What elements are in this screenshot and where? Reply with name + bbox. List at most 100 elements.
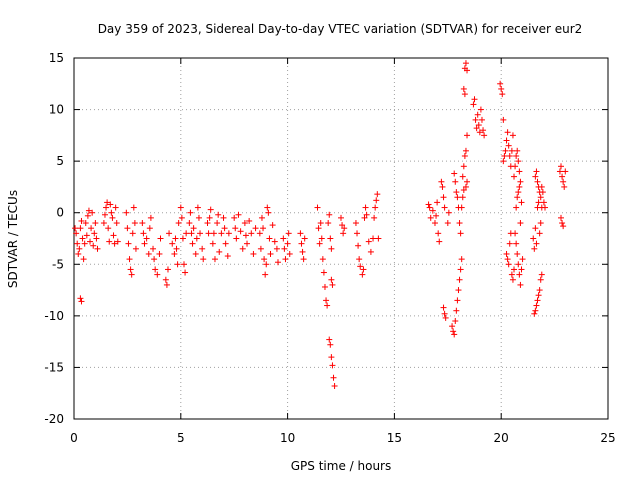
- data-point: [74, 240, 81, 247]
- data-point: [72, 225, 79, 232]
- data-point: [280, 235, 287, 242]
- data-point: [462, 147, 469, 154]
- data-point: [356, 256, 363, 263]
- data-point: [225, 230, 232, 237]
- data-point: [319, 256, 326, 263]
- data-point: [131, 220, 138, 227]
- data-point: [190, 225, 197, 232]
- data-point: [300, 256, 307, 263]
- data-point: [104, 199, 111, 206]
- data-point: [211, 256, 218, 263]
- data-point: [464, 178, 471, 185]
- data-point: [126, 256, 133, 263]
- data-point: [518, 199, 525, 206]
- data-point: [188, 230, 195, 237]
- data-point: [363, 211, 370, 218]
- data-point: [315, 225, 322, 232]
- y-tick-label: -20: [44, 412, 64, 426]
- data-point: [82, 220, 89, 227]
- data-point: [111, 240, 118, 247]
- data-point: [532, 173, 539, 180]
- x-axis-label: GPS time / hours: [291, 459, 392, 473]
- data-point: [460, 187, 467, 194]
- data-point: [372, 204, 379, 211]
- data-point: [508, 147, 515, 154]
- data-point: [359, 271, 366, 278]
- y-tick-label: -5: [52, 257, 64, 271]
- data-point: [506, 240, 513, 247]
- data-point: [559, 173, 566, 180]
- data-point: [281, 245, 288, 252]
- data-point: [538, 271, 545, 278]
- data-point: [513, 152, 520, 159]
- data-point: [154, 271, 161, 278]
- data-point: [244, 240, 251, 247]
- data-point: [189, 240, 196, 247]
- y-tick-label: -15: [44, 360, 64, 374]
- data-point: [536, 287, 543, 294]
- data-point: [164, 266, 171, 273]
- data-point: [90, 242, 97, 249]
- data-point: [509, 132, 516, 139]
- data-point: [113, 220, 120, 227]
- data-point: [264, 204, 271, 211]
- data-point: [513, 240, 520, 247]
- data-point: [338, 214, 344, 221]
- data-point: [451, 170, 458, 177]
- data-point: [503, 250, 510, 257]
- data-point: [242, 232, 249, 239]
- data-point: [112, 204, 119, 211]
- data-point: [370, 235, 377, 242]
- data-point: [250, 250, 257, 257]
- data-point: [458, 204, 465, 211]
- data-point: [562, 168, 569, 175]
- data-point: [533, 302, 540, 309]
- data-point: [440, 304, 447, 311]
- data-point: [537, 194, 544, 201]
- data-point: [341, 225, 348, 232]
- data-point: [330, 374, 337, 381]
- data-point: [560, 178, 567, 185]
- data-point: [233, 235, 240, 242]
- data-point: [214, 220, 221, 227]
- data-point: [151, 256, 158, 263]
- data-point: [299, 248, 306, 255]
- data-point: [77, 225, 84, 232]
- data-point: [141, 240, 148, 247]
- data-point: [89, 209, 96, 216]
- y-tick-label: 5: [56, 154, 64, 168]
- data-point: [441, 310, 448, 317]
- chart-grid: [74, 58, 608, 419]
- data-point: [442, 314, 449, 321]
- data-point: [129, 230, 136, 237]
- x-tick-label: 0: [70, 431, 78, 445]
- data-point: [114, 238, 121, 245]
- data-point: [462, 60, 469, 67]
- data-point: [179, 235, 186, 242]
- data-point: [174, 261, 181, 268]
- y-tick-label: 10: [49, 103, 64, 117]
- data-point: [84, 212, 91, 219]
- y-tick-label: 0: [56, 206, 64, 220]
- data-point: [537, 220, 544, 227]
- data-point: [105, 225, 112, 232]
- data-point: [505, 142, 512, 149]
- data-point: [450, 328, 457, 335]
- data-point: [187, 209, 194, 216]
- data-point: [365, 238, 372, 245]
- data-point: [273, 245, 280, 252]
- data-point: [103, 204, 110, 211]
- data-point: [429, 207, 436, 214]
- data-point: [323, 297, 330, 304]
- data-point: [500, 116, 507, 123]
- data-point: [537, 276, 544, 283]
- data-point: [497, 80, 504, 87]
- data-point: [110, 232, 117, 239]
- data-point: [221, 225, 228, 232]
- data-point: [324, 302, 331, 309]
- data-point: [514, 147, 521, 154]
- data-point: [329, 362, 336, 369]
- data-point: [166, 230, 173, 237]
- data-point: [474, 111, 481, 118]
- data-point: [321, 283, 328, 290]
